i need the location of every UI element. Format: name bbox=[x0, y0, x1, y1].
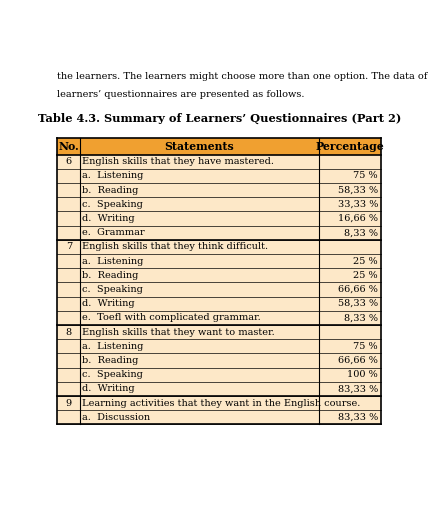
Text: 25 %: 25 % bbox=[353, 256, 378, 266]
Bar bbox=[57, 154, 381, 169]
Bar bbox=[57, 197, 381, 211]
Text: 25 %: 25 % bbox=[353, 271, 378, 280]
Bar bbox=[57, 169, 381, 183]
Bar bbox=[57, 382, 381, 396]
Text: English skills that they think difficult.: English skills that they think difficult… bbox=[82, 243, 268, 251]
Bar bbox=[57, 282, 381, 297]
Text: Learning activities that they want in the English course.: Learning activities that they want in th… bbox=[82, 399, 360, 407]
Bar bbox=[57, 297, 381, 311]
Text: 100 %: 100 % bbox=[347, 370, 378, 379]
Text: Percentage: Percentage bbox=[315, 141, 384, 152]
Text: c.  Speaking: c. Speaking bbox=[82, 200, 143, 209]
Text: a.  Listening: a. Listening bbox=[82, 171, 143, 180]
Text: c.  Speaking: c. Speaking bbox=[82, 285, 143, 294]
Text: b.  Reading: b. Reading bbox=[82, 185, 139, 195]
Text: a.  Discussion: a. Discussion bbox=[82, 413, 150, 422]
Text: c.  Speaking: c. Speaking bbox=[82, 370, 143, 379]
Text: 8,33 %: 8,33 % bbox=[344, 228, 378, 237]
Bar bbox=[57, 226, 381, 240]
Bar bbox=[57, 325, 381, 339]
Text: 83,33 %: 83,33 % bbox=[338, 384, 378, 393]
Text: 58,33 %: 58,33 % bbox=[338, 299, 378, 308]
Text: 75 %: 75 % bbox=[353, 342, 378, 351]
Bar bbox=[57, 183, 381, 197]
Text: 6: 6 bbox=[66, 157, 72, 166]
Text: Statements: Statements bbox=[165, 141, 235, 152]
Text: English skills that they want to master.: English skills that they want to master. bbox=[82, 328, 275, 336]
Bar bbox=[57, 138, 381, 154]
Bar bbox=[57, 254, 381, 268]
Text: e.  Toefl with complicated grammar.: e. Toefl with complicated grammar. bbox=[82, 313, 261, 322]
Bar bbox=[57, 211, 381, 226]
Bar bbox=[57, 410, 381, 424]
Text: 8: 8 bbox=[66, 328, 72, 336]
Text: the learners. The learners might choose more than one option. The data of the: the learners. The learners might choose … bbox=[57, 72, 428, 81]
Text: a.  Listening: a. Listening bbox=[82, 256, 143, 266]
Text: 75 %: 75 % bbox=[353, 171, 378, 180]
Text: e.  Grammar: e. Grammar bbox=[82, 228, 145, 237]
Bar bbox=[57, 396, 381, 410]
Text: 9: 9 bbox=[66, 399, 72, 407]
Text: 33,33 %: 33,33 % bbox=[338, 200, 378, 209]
Text: b.  Reading: b. Reading bbox=[82, 356, 139, 365]
Text: d.  Writing: d. Writing bbox=[82, 214, 135, 223]
Text: b.  Reading: b. Reading bbox=[82, 271, 139, 280]
Bar bbox=[57, 268, 381, 282]
Text: 66,66 %: 66,66 % bbox=[338, 285, 378, 294]
Text: Table 4.3. Summary of Learners’ Questionnaires (Part 2): Table 4.3. Summary of Learners’ Question… bbox=[38, 113, 401, 124]
Text: No.: No. bbox=[59, 141, 79, 152]
Bar bbox=[57, 311, 381, 325]
Bar bbox=[57, 240, 381, 254]
Text: 58,33 %: 58,33 % bbox=[338, 185, 378, 195]
Text: d.  Writing: d. Writing bbox=[82, 384, 135, 393]
Bar bbox=[57, 339, 381, 353]
Bar bbox=[57, 353, 381, 368]
Text: 7: 7 bbox=[65, 243, 72, 251]
Text: learners’ questionnaires are presented as follows.: learners’ questionnaires are presented a… bbox=[57, 90, 305, 98]
Text: 16,66 %: 16,66 % bbox=[338, 214, 378, 223]
Text: 66,66 %: 66,66 % bbox=[338, 356, 378, 365]
Text: English skills that they have mastered.: English skills that they have mastered. bbox=[82, 157, 274, 166]
Text: d.  Writing: d. Writing bbox=[82, 299, 135, 308]
Text: 8,33 %: 8,33 % bbox=[344, 313, 378, 322]
Text: 83,33 %: 83,33 % bbox=[338, 413, 378, 422]
Text: a.  Listening: a. Listening bbox=[82, 342, 143, 351]
Bar bbox=[57, 368, 381, 382]
